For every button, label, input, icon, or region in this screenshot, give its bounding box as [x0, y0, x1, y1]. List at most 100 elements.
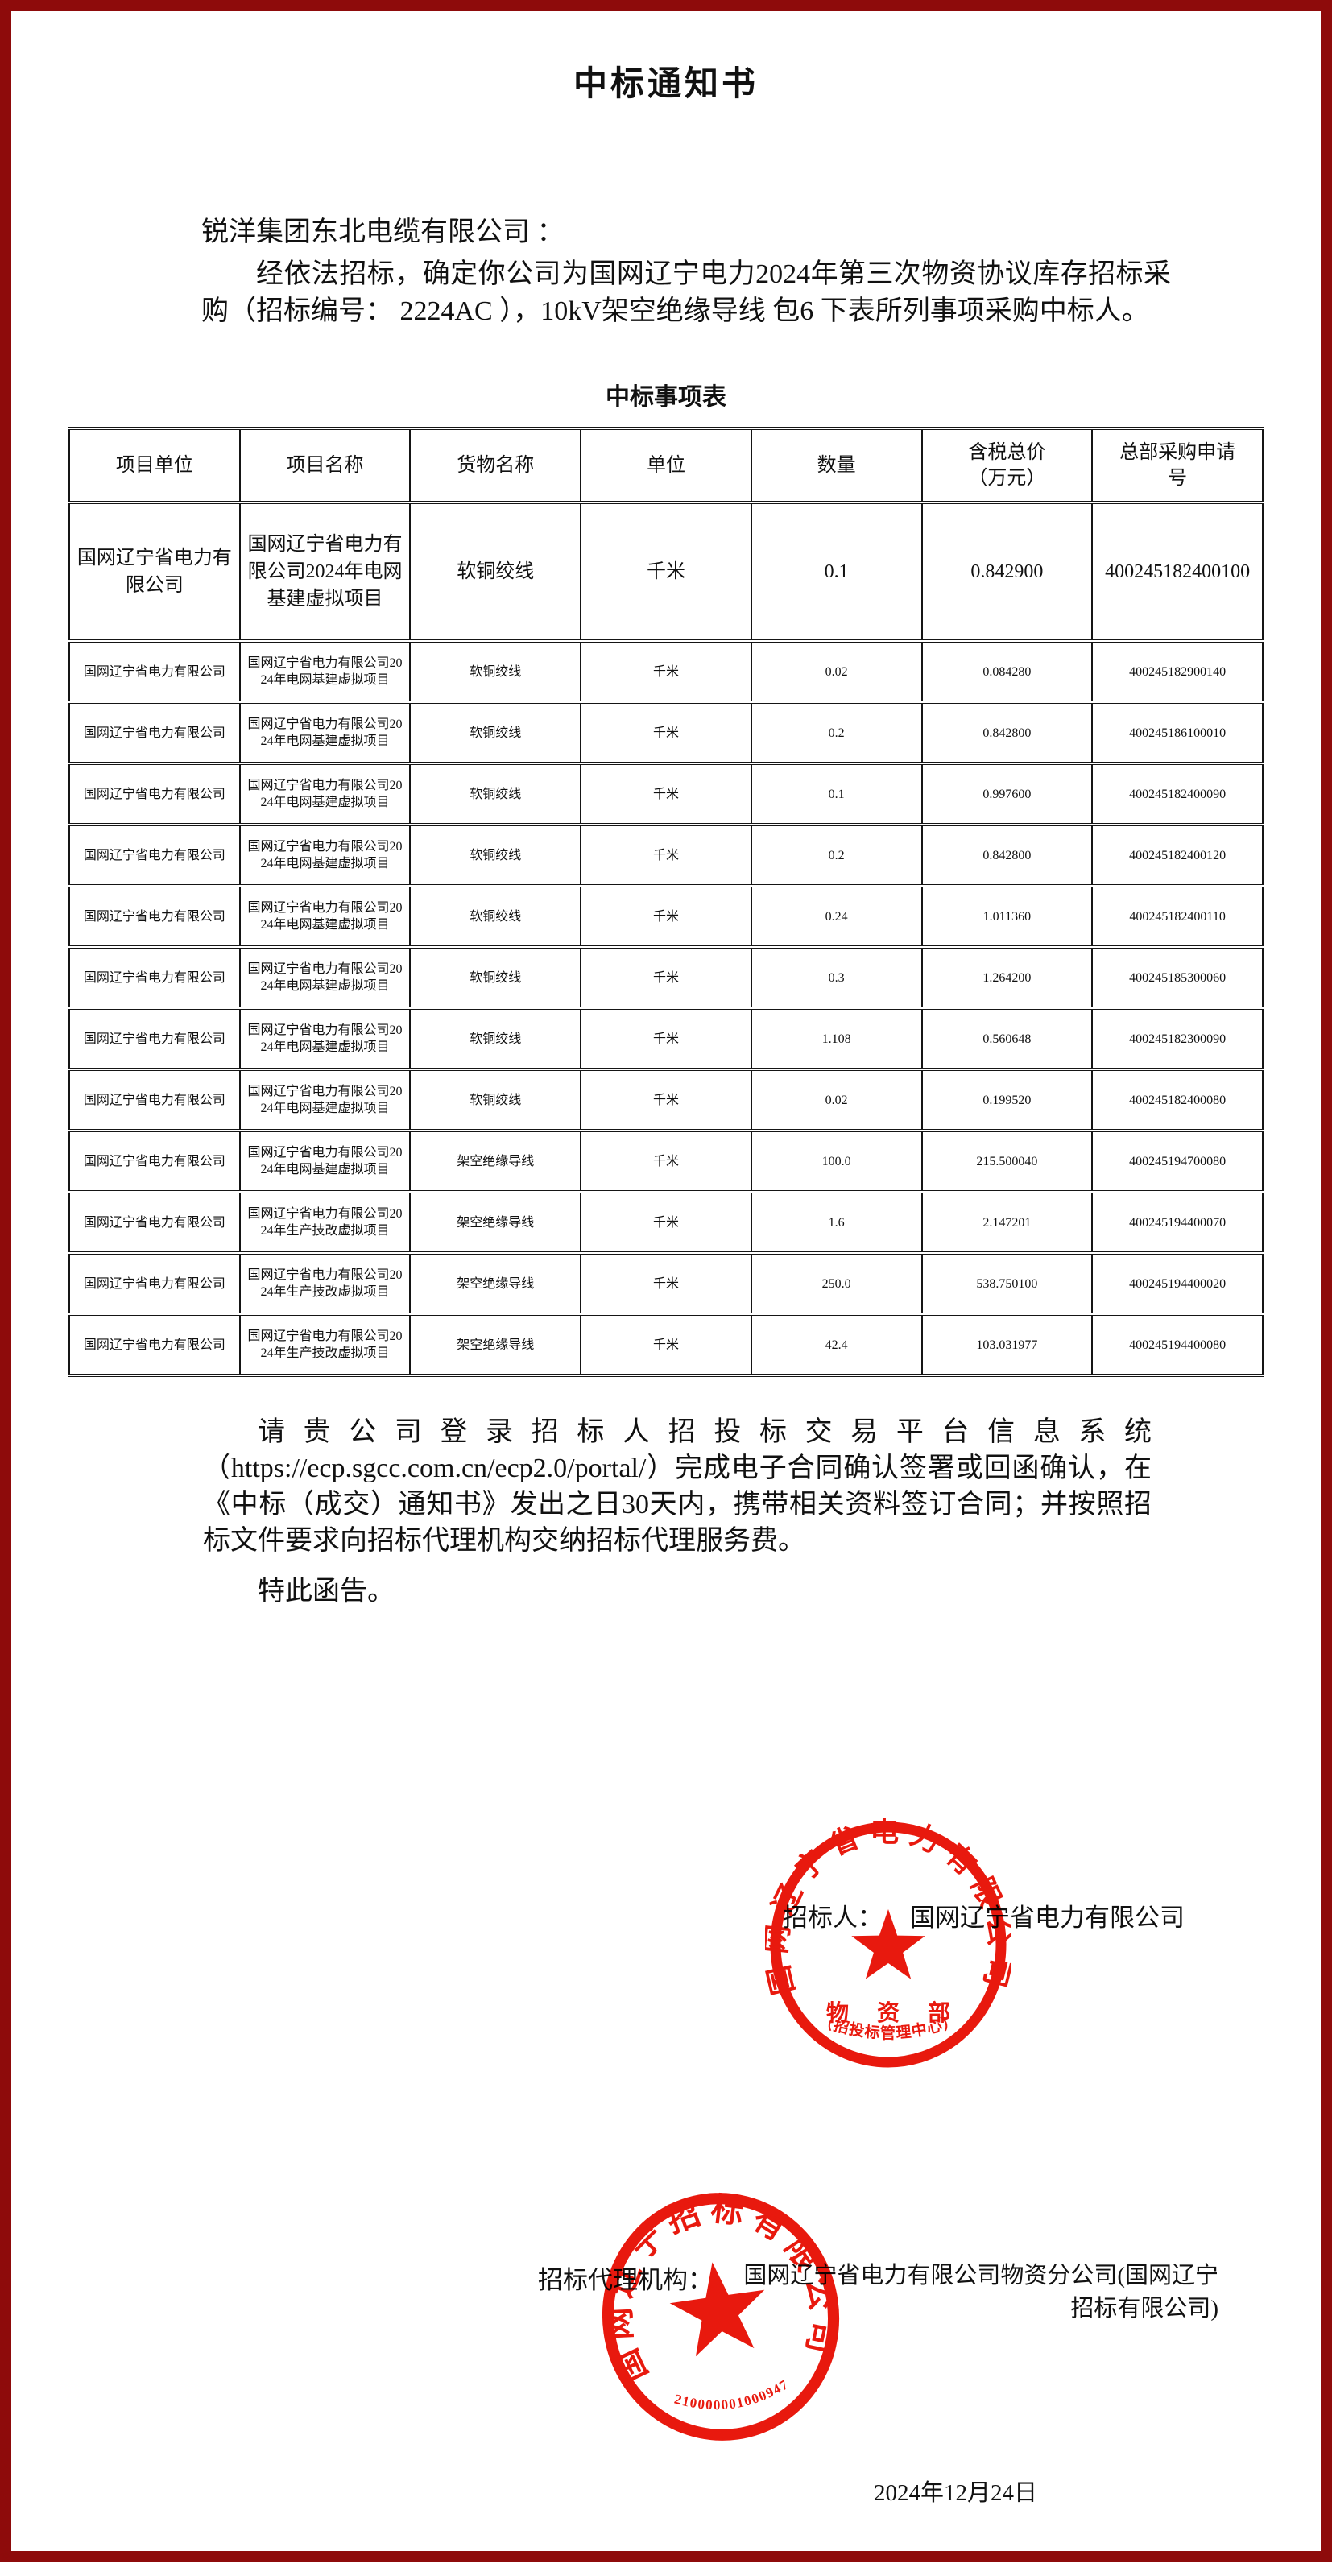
agency-label: 招标代理机构：: [538, 2266, 713, 2294]
seal-star-icon: [669, 2262, 765, 2357]
table-cell: 千米: [580, 762, 751, 825]
table-cell: 国网辽宁省电力有限公司: [68, 884, 240, 947]
table-cell: 400245182400080: [1091, 1068, 1264, 1131]
table-cell: 国网辽宁省电力有限公司: [68, 762, 240, 825]
table-cell: 软铜绞线: [409, 823, 581, 886]
table-cell: 国网辽宁省电力有限公司2024年电网基建虚拟项目: [238, 501, 411, 641]
table-cell: 千米: [580, 1313, 751, 1377]
table-cell: 400245182400120: [1091, 823, 1264, 886]
table-cell: 软铜绞线: [409, 501, 581, 641]
table-cell: 215.500040: [920, 1129, 1093, 1192]
table-cell: 国网辽宁省电力有限公司: [68, 701, 240, 763]
table-cell: 国网辽宁省电力有限公司2024年电网基建虚拟项目: [238, 762, 411, 825]
seal-serial-text: 210000001000947: [671, 2375, 794, 2420]
table-cell: 1.011360: [920, 884, 1093, 947]
table-cell: 400245182400100: [1091, 501, 1264, 641]
table-header-cell: 项目单位: [68, 427, 240, 502]
closing-line: 特此函告。: [258, 1577, 395, 1606]
table-cell: 国网辽宁省电力有限公司: [68, 1313, 240, 1377]
svg-text:国网辽宁省电力有限公司: 国网辽宁省电力有限公司: [765, 1818, 1011, 1999]
table-cell: 400245182300090: [1091, 1007, 1264, 1069]
table-cell: 软铜绞线: [409, 884, 581, 947]
table-cell: 千米: [580, 884, 751, 947]
table-row: 国网辽宁省电力有限公司 国网辽宁省电力有限公司2024年电网基建虚拟项目 软铜绞线千…: [68, 1007, 1264, 1069]
table-cell: 400245194400070: [1091, 1190, 1264, 1253]
table-cell: 0.560648: [920, 1007, 1093, 1069]
table-header-cell: 项目名称: [238, 427, 411, 502]
table-row: 国网辽宁省电力有限公司 国网辽宁省电力有限公司2024年生产技改虚拟项目 架空绝缘导…: [68, 1251, 1264, 1314]
table-cell: 538.750100: [920, 1251, 1093, 1314]
table-cell: 400245194700080: [1091, 1129, 1264, 1192]
table-cell: 千米: [580, 1129, 751, 1192]
table-cell: 250.0: [750, 1251, 922, 1314]
table-cell: 软铜绞线: [409, 945, 581, 1008]
bidder-company-seal: 国网辽宁省电力有限公司 物 资 部 （招投标管理中心）: [765, 1818, 1011, 2068]
table-cell: 国网辽宁省电力有限公司2024年电网基建虚拟项目: [238, 639, 411, 702]
table-cell: 软铜绞线: [409, 762, 581, 825]
table-cell: 软铜绞线: [409, 1068, 581, 1131]
table-cell: 架空绝缘导线: [409, 1313, 581, 1377]
table-cell: 国网辽宁省电力有限公司: [68, 1251, 240, 1314]
table-cell: 千米: [580, 1190, 751, 1253]
table-cell: 1.6: [750, 1190, 922, 1253]
table-header-cell: 数量: [750, 427, 922, 502]
bidder-label: 招标人：: [783, 1904, 883, 1932]
table-cell: 0.199520: [920, 1068, 1093, 1131]
table-row: 国网辽宁省电力有限公司 国网辽宁省电力有限公司2024年电网基建虚拟项目 架空绝缘导…: [68, 1129, 1264, 1192]
table-cell: 国网辽宁省电力有限公司2024年电网基建虚拟项目: [238, 823, 411, 886]
table-header-cell: 含税总价 （万元）: [920, 427, 1093, 502]
table-cell: 国网辽宁省电力有限公司: [68, 1068, 240, 1131]
table-row: 国网辽宁省电力有限公司 国网辽宁省电力有限公司2024年电网基建虚拟项目 软铜绞线千…: [68, 639, 1264, 702]
table-header-cell: 单位: [580, 427, 751, 502]
table-cell: 0.3: [750, 945, 922, 1008]
table-cell: 0.2: [750, 701, 922, 763]
intro-paragraph: 经依法招标，确定你公司为国网辽宁电力2024年第三次物资协议库存招标采购（招标编…: [201, 259, 1171, 326]
table-cell: 国网辽宁省电力有限公司2024年生产技改虚拟项目: [238, 1190, 411, 1253]
table-cell: 0.1: [750, 501, 922, 641]
table-body: 国网辽宁省电力有限公司 国网辽宁省电力有限公司2024年电网基建虚拟项目 软铜绞线千…: [68, 501, 1264, 1377]
table-cell: 0.2: [750, 823, 922, 886]
table-cell: 400245182400110: [1091, 884, 1264, 947]
table-cell: 0.02: [750, 639, 922, 702]
table-header-cell: 货物名称: [409, 427, 581, 502]
table-cell: 架空绝缘导线: [409, 1251, 581, 1314]
svg-text:210000001000947: 210000001000947: [671, 2375, 794, 2420]
table-cell: 国网辽宁省电力有限公司: [68, 945, 240, 1008]
table-cell: 千米: [580, 1068, 751, 1131]
instructions-paragraph: 请贵公司登录招标人招投标交易平台信息系统（https://ecp.sgcc.co…: [203, 1417, 1152, 1556]
table-cell: 国网辽宁省电力有限公司2024年生产技改虚拟项目: [238, 1313, 411, 1377]
table-cell: 42.4: [750, 1313, 922, 1377]
table-header-cell: 总部采购申请 号: [1091, 427, 1264, 502]
date-line: 2024年12月24日: [874, 2480, 1038, 2506]
table-cell: 0.1: [750, 762, 922, 825]
table-row: 国网辽宁省电力有限公司 国网辽宁省电力有限公司2024年电网基建虚拟项目 软铜绞线千…: [68, 1068, 1264, 1131]
table-cell: 0.997600: [920, 762, 1093, 825]
table-title: 中标事项表: [606, 384, 726, 411]
table-row: 国网辽宁省电力有限公司 国网辽宁省电力有限公司2024年电网基建虚拟项目 软铜绞线千…: [68, 884, 1264, 947]
table-row: 国网辽宁省电力有限公司 国网辽宁省电力有限公司2024年生产技改虚拟项目 架空绝缘导…: [68, 1190, 1264, 1253]
table-cell: 100.0: [750, 1129, 922, 1192]
table-row: 国网辽宁省电力有限公司 国网辽宁省电力有限公司2024年电网基建虚拟项目 软铜绞线千…: [68, 945, 1264, 1008]
table-cell: 国网辽宁省电力有限公司2024年电网基建虚拟项目: [238, 1129, 411, 1192]
table-cell: 架空绝缘导线: [409, 1129, 581, 1192]
table-cell: 103.031977: [920, 1313, 1093, 1377]
table-cell: 0.842900: [920, 501, 1093, 641]
table-cell: 2.147201: [920, 1190, 1093, 1253]
table-row: 国网辽宁省电力有限公司 国网辽宁省电力有限公司2024年电网基建虚拟项目 软铜绞线千…: [68, 501, 1264, 641]
table-cell: 1.264200: [920, 945, 1093, 1008]
table-cell: 400245186100010: [1091, 701, 1264, 763]
seal-dept-text: 物 资 部: [826, 2000, 962, 2026]
table-cell: 1.108: [750, 1007, 922, 1069]
table-cell: 0.842800: [920, 823, 1093, 886]
award-items-table: 项目单位 项目名称 货物名称 单位 数量 含税总价 （万元） 总部采购申请 号 国网辽宁省电…: [68, 427, 1264, 1377]
seal-star-icon: [851, 1909, 925, 1979]
table-row: 国网辽宁省电力有限公司 国网辽宁省电力有限公司2024年生产技改虚拟项目 架空绝缘导…: [68, 1313, 1264, 1377]
table-cell: 国网辽宁省电力有限公司2024年电网基建虚拟项目: [238, 884, 411, 947]
table-cell: 千米: [580, 639, 751, 702]
table-cell: 400245185300060: [1091, 945, 1264, 1008]
table-cell: 国网辽宁省电力有限公司: [68, 501, 240, 641]
table-cell: 400245182400090: [1091, 762, 1264, 825]
table-cell: 国网辽宁省电力有限公司: [68, 1190, 240, 1253]
table-cell: 国网辽宁省电力有限公司: [68, 639, 240, 702]
table-cell: 架空绝缘导线: [409, 1190, 581, 1253]
